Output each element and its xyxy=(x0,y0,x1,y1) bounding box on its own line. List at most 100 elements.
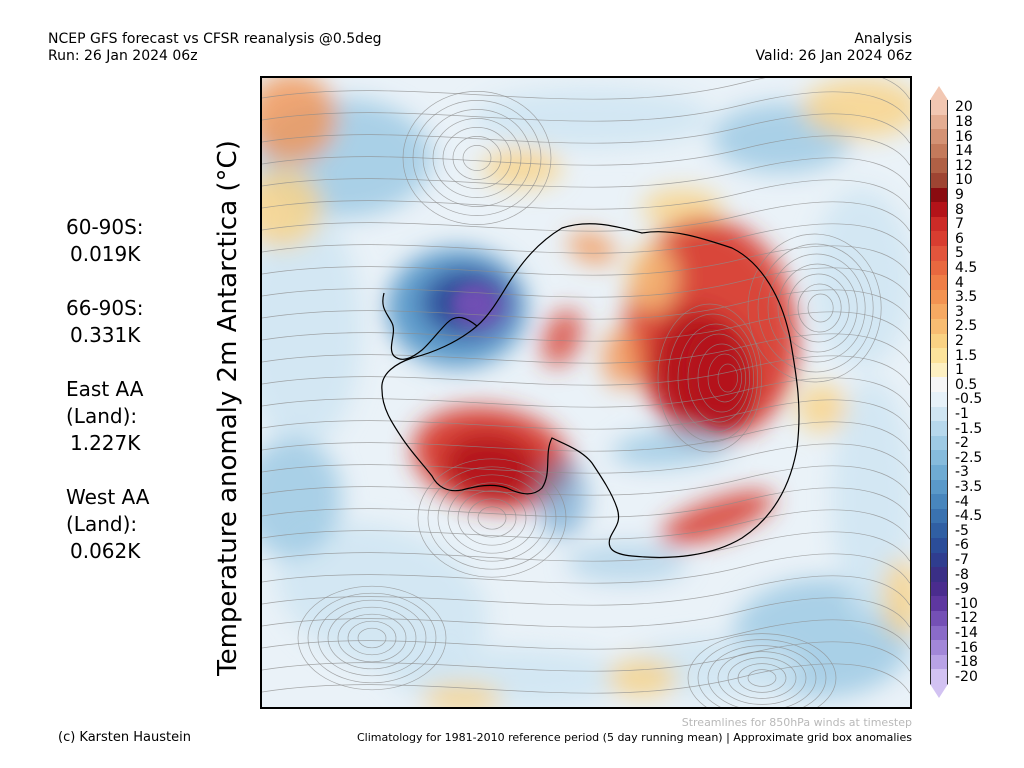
streamline xyxy=(477,506,507,530)
streamline xyxy=(262,509,910,540)
streamline xyxy=(262,245,910,276)
streamline xyxy=(262,487,910,518)
colorbar-swatch xyxy=(930,523,948,539)
colorbar-swatch xyxy=(930,392,948,408)
anomaly-patch xyxy=(472,88,712,148)
colorbar-swatch xyxy=(930,552,948,568)
streamline xyxy=(262,421,910,452)
streamlines xyxy=(262,78,910,707)
streamline xyxy=(262,619,910,650)
stat-label: (Land): xyxy=(66,404,138,428)
streamline xyxy=(262,223,910,254)
streamline xyxy=(327,606,417,670)
streamline xyxy=(757,243,874,373)
streamline xyxy=(262,377,910,408)
colorbar-tick-label: -10 xyxy=(955,595,978,612)
anomaly-field xyxy=(262,78,910,707)
anomaly-cores xyxy=(454,287,748,428)
stat-label: 66-90S: xyxy=(66,296,144,320)
streamline xyxy=(262,311,910,342)
colorbar-tick-label: 10 xyxy=(955,172,973,189)
streamline xyxy=(402,91,552,225)
colorbar-tick-label: 7 xyxy=(955,216,964,233)
streamline xyxy=(657,303,762,453)
streamline xyxy=(262,333,910,364)
anomaly-patch xyxy=(686,328,748,428)
valid-time: Valid: 26 Jan 2024 06z xyxy=(755,48,912,64)
colorbar-swatch xyxy=(930,348,948,364)
chart-header-right: Analysis Valid: 26 Jan 2024 06z xyxy=(756,31,912,65)
streamline-note: Streamlines for 850hPa winds at timestep xyxy=(681,716,912,729)
anomaly-patch xyxy=(454,287,490,319)
streamline xyxy=(432,118,522,198)
colorbar-swatch xyxy=(930,435,948,451)
colorbar-tick-label: -2.5 xyxy=(955,449,983,466)
streamline xyxy=(262,267,910,298)
streamline xyxy=(707,353,742,403)
attribution: (c) Karsten Haustein xyxy=(58,730,191,745)
region-stats: 60-90S: 0.019K 66-90S: 0.331K East AA (L… xyxy=(66,214,149,592)
anomaly-patch xyxy=(262,208,362,448)
streamline xyxy=(262,289,910,320)
streamline xyxy=(262,91,910,122)
colorbar-tick-label: -18 xyxy=(955,654,978,671)
stat-label: East AA xyxy=(66,377,144,401)
colorbar-tick-label: 9 xyxy=(955,186,964,203)
colorbar-swatch xyxy=(930,362,948,378)
stat-60-90s: 60-90S: 0.019K xyxy=(66,214,149,268)
colorbar-swatch xyxy=(930,406,948,422)
climatology-note: Climatology for 1981-2010 reference peri… xyxy=(356,731,912,744)
colorbar-swatch xyxy=(930,289,948,305)
anomaly-patch xyxy=(802,78,910,138)
streamline xyxy=(452,136,502,180)
colorbar-swatch xyxy=(930,596,948,612)
colorbar-tick-label: -8 xyxy=(955,566,969,583)
streamline xyxy=(262,157,910,188)
colorbar-tick-label: 8 xyxy=(955,201,964,218)
colorbar-tick-label: -4 xyxy=(955,493,969,510)
streamline xyxy=(707,645,817,707)
streamline xyxy=(347,620,397,656)
streamline xyxy=(337,613,407,663)
streamline xyxy=(317,599,427,677)
colorbar-swatch xyxy=(930,114,948,130)
colorbar-tick-label: -7 xyxy=(955,551,969,568)
colorbar-tick-label: 0.5 xyxy=(955,376,978,393)
colorbar-tick-label: -20 xyxy=(955,668,978,685)
streamline xyxy=(262,575,910,606)
anomaly-patch xyxy=(262,438,342,558)
colorbar-tick-label: -2 xyxy=(955,435,969,452)
colorbar-swatch xyxy=(930,421,948,437)
colorbar-swatch xyxy=(930,669,948,685)
streamline xyxy=(422,109,532,207)
streamline xyxy=(807,293,834,323)
colorbar-swatch xyxy=(930,304,948,320)
colorbar-tick-label: 18 xyxy=(955,113,973,130)
analysis-label: Analysis xyxy=(854,31,912,47)
colorbar xyxy=(930,86,948,698)
colorbar-swatch xyxy=(930,173,948,189)
streamline xyxy=(442,127,512,189)
chart-header-left: NCEP GFS forecast vs CFSR reanalysis @0.… xyxy=(48,31,382,65)
streamline xyxy=(737,663,787,693)
stat-66-90s: 66-90S: 0.331K xyxy=(66,295,149,349)
streamline xyxy=(797,283,842,333)
streamline xyxy=(427,466,557,570)
antarctica-anomaly-map xyxy=(260,76,912,709)
streamline xyxy=(437,474,547,562)
streamline xyxy=(262,553,910,584)
streamline xyxy=(262,597,910,628)
colorbar-tick-label: -16 xyxy=(955,639,978,656)
stat-west-aa: West AA (Land): 0.062K xyxy=(66,484,149,565)
colorbar-swatch xyxy=(930,143,948,159)
colorbar-swatch xyxy=(930,319,948,335)
colorbar-tick-label: 3.5 xyxy=(955,289,978,306)
anomaly-patch xyxy=(602,328,642,388)
anomaly-patch xyxy=(612,429,732,467)
colorbar-tick-label: -0.5 xyxy=(955,391,983,408)
colorbar-tick-label: -3 xyxy=(955,464,969,481)
anomaly-patch xyxy=(442,432,542,504)
colorbar-tick-label: 1 xyxy=(955,362,964,379)
colorbar-swatch xyxy=(930,538,948,554)
stat-label: 60-90S: xyxy=(66,215,144,239)
